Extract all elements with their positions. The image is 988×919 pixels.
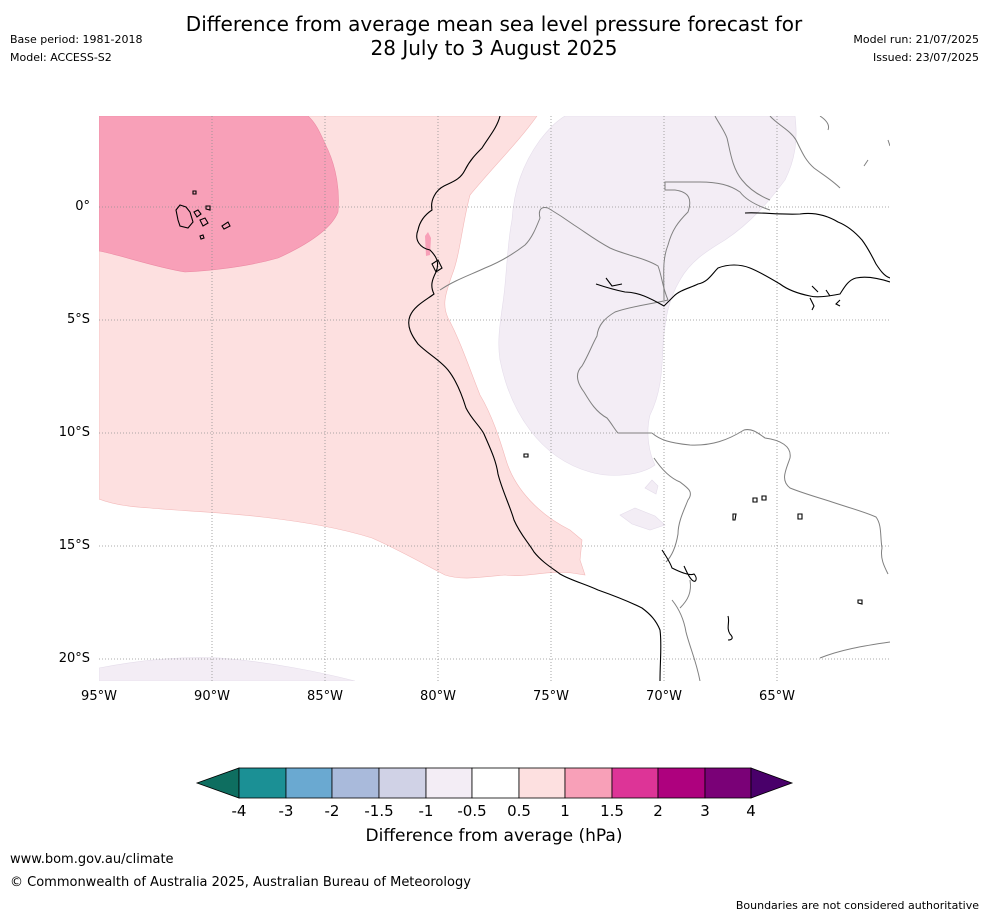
anomaly-small-lavender-1 — [619, 507, 666, 531]
colorbar-tick-label: 2 — [653, 802, 663, 820]
colorbar-tick-label: -4 — [231, 802, 247, 820]
lon-label-75w: 75°W — [533, 689, 569, 704]
colorbar-swatch — [518, 767, 566, 799]
colorbar-swatch — [378, 767, 427, 799]
colorbar-tick-label: 3 — [700, 802, 710, 820]
colorbar-tick-label: -1.5 — [364, 802, 394, 820]
lon-label-70w: 70°W — [646, 689, 682, 704]
lat-label-5s: 5°S — [66, 312, 90, 327]
colorbar-swatch — [331, 767, 380, 799]
map-area — [99, 116, 890, 681]
base-period: Base period: 1981-2018 — [10, 33, 143, 46]
lon-label-90w: 90°W — [194, 689, 230, 704]
colorbar-tick-label: 1 — [560, 802, 570, 820]
colorbar-swatch — [657, 767, 706, 799]
lon-label-80w: 80°W — [420, 689, 456, 704]
lat-label-10s: 10°S — [58, 425, 90, 440]
coastline — [408, 116, 890, 681]
colorbar-title: Difference from average (hPa) — [365, 826, 623, 846]
colorbar-swatch — [564, 767, 613, 799]
colorbar-tick-label: -1 — [418, 802, 434, 820]
lat-label-15s: 15°S — [58, 538, 90, 553]
model-run: Model run: 21/07/2025 — [853, 33, 979, 46]
islands — [175, 190, 863, 605]
colorbar-tick-label: -3 — [278, 802, 294, 820]
colorbar-swatch — [471, 767, 520, 799]
country-borders — [439, 116, 890, 681]
website-link[interactable]: www.bom.gov.au/climate — [10, 852, 174, 867]
title-line-1: Difference from average mean sea level p… — [185, 12, 803, 36]
lon-label-65w: 65°W — [759, 689, 795, 704]
colorbar-swatch — [611, 767, 659, 799]
colorbar-swatch-min — [195, 767, 240, 799]
colorbar-swatch-max — [750, 767, 794, 799]
anomaly-region-pink — [99, 116, 339, 273]
colorbar-tick-label: -2 — [324, 802, 340, 820]
lat-label-20s: 20°S — [58, 651, 90, 666]
lon-label-95w: 95°W — [81, 689, 117, 704]
chart-title: Difference from average mean sea level p… — [0, 12, 988, 60]
lon-label-85w: 85°W — [307, 689, 343, 704]
disclaimer-text: Boundaries are not considered authoritat… — [735, 899, 979, 912]
anomaly-region-lavender — [498, 116, 797, 476]
issued-date: Issued: 23/07/2025 — [872, 51, 979, 64]
colorbar-swatch — [238, 767, 287, 799]
colorbar-tick-label: 1.5 — [600, 802, 624, 820]
colorbar-swatch — [425, 767, 473, 799]
colorbar-tick-label: 4 — [746, 802, 756, 820]
colorbar-swatch — [704, 767, 752, 799]
meta-right: Model run: 21/07/2025 Issued: 23/07/2025 — [853, 31, 979, 67]
gridlines — [99, 116, 890, 681]
colorbar-tick-label: 0.5 — [507, 802, 531, 820]
title-line-2: 28 July to 3 August 2025 — [370, 36, 618, 60]
colorbar-tick-label: -0.5 — [457, 802, 487, 820]
lat-label-0: 0° — [75, 199, 90, 214]
model-name: Model: ACCESS-S2 — [10, 51, 112, 64]
anomaly-small-lavender-2 — [644, 479, 659, 495]
meta-left: Base period: 1981-2018 Model: ACCESS-S2 — [10, 31, 142, 67]
colorbar — [195, 767, 794, 799]
colorbar-swatch — [285, 767, 333, 799]
anomaly-region-lavender-south — [99, 657, 356, 681]
copyright-text: © Commonwealth of Australia 2025, Austra… — [10, 875, 471, 890]
